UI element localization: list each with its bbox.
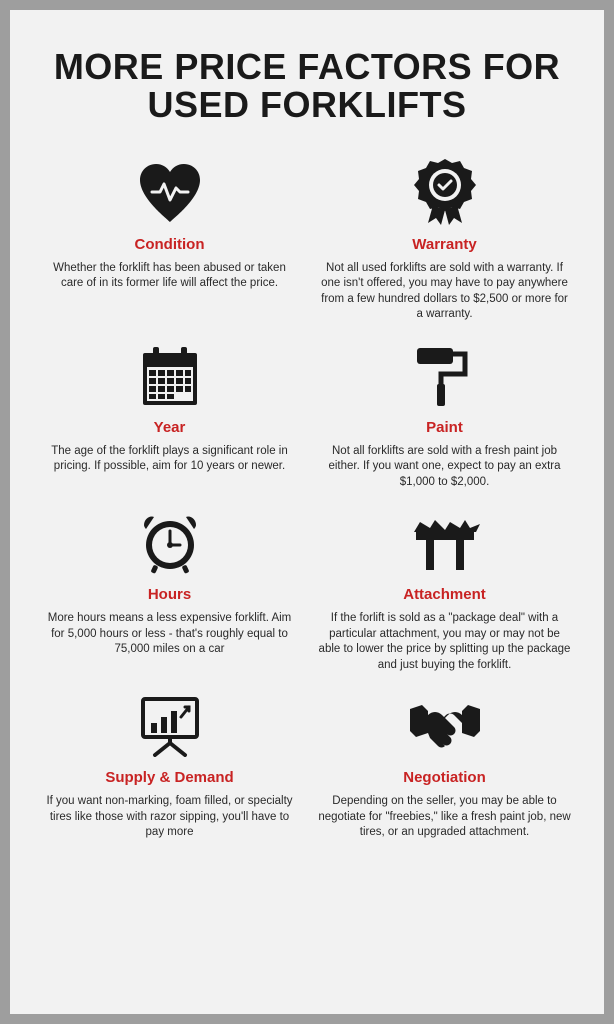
factor-heading: Supply & Demand <box>105 769 233 786</box>
factor-heading: Attachment <box>403 586 486 603</box>
factor-desc: If you want non-marking, foam filled, or… <box>42 794 297 841</box>
factor-year: Year The age of the forklift plays a sig… <box>38 341 301 491</box>
factor-desc: Depending on the seller, you may be able… <box>317 794 572 841</box>
factor-attachment: Attachment If the forlift is sold as a "… <box>313 508 576 673</box>
calendar-icon <box>141 341 199 411</box>
factor-heading: Condition <box>135 236 205 253</box>
factors-grid: Condition Whether the forklift has been … <box>38 158 576 841</box>
factor-desc: The age of the forklift plays a signific… <box>42 444 297 475</box>
factor-heading: Year <box>154 419 186 436</box>
factor-heading: Warranty <box>412 236 476 253</box>
paint-roller-icon <box>411 341 479 411</box>
factor-negotiation: Negotiation Depending on the seller, you… <box>313 691 576 841</box>
factor-warranty: Warranty Not all used forklifts are sold… <box>313 158 576 323</box>
factor-heading: Hours <box>148 586 191 603</box>
factor-desc: Not all used forklifts are sold with a w… <box>317 261 572 323</box>
page-title: MORE PRICE FACTORS FOR USED FORKLIFTS <box>38 48 576 124</box>
ribbon-check-icon <box>414 158 476 228</box>
factor-desc: More hours means a less expensive forkli… <box>42 611 297 658</box>
factor-supply-demand: Supply & Demand If you want non-marking,… <box>38 691 301 841</box>
handshake-icon <box>408 691 482 761</box>
factor-paint: Paint Not all forklifts are sold with a … <box>313 341 576 491</box>
factor-heading: Negotiation <box>403 769 486 786</box>
infographic-page: MORE PRICE FACTORS FOR USED FORKLIFTS Co… <box>10 10 604 1014</box>
factor-desc: Not all forklifts are sold with a fresh … <box>317 444 572 491</box>
factor-heading: Paint <box>426 419 463 436</box>
factor-hours: Hours More hours means a less expensive … <box>38 508 301 673</box>
gate-icon <box>410 508 480 578</box>
presentation-chart-icon <box>137 691 203 761</box>
factor-condition: Condition Whether the forklift has been … <box>38 158 301 323</box>
alarm-clock-icon <box>138 508 202 578</box>
factor-desc: Whether the forklift has been abused or … <box>42 261 297 292</box>
factor-desc: If the forlift is sold as a "package dea… <box>317 611 572 673</box>
heart-pulse-icon <box>138 158 202 228</box>
